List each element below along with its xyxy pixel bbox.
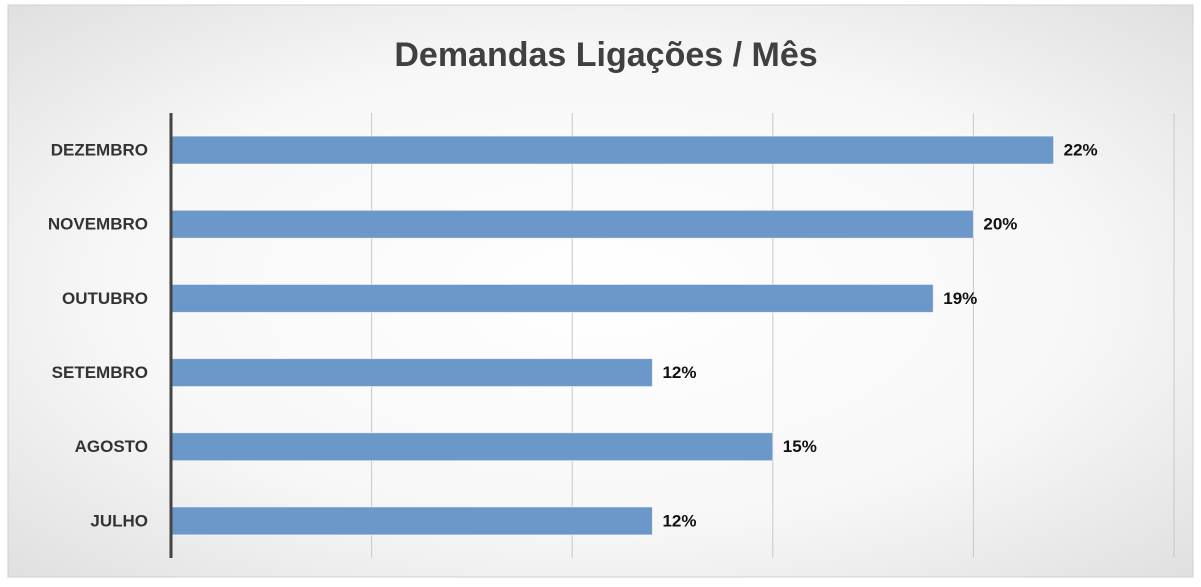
- data-label: 15%: [783, 437, 817, 456]
- data-label: 12%: [662, 363, 696, 382]
- category-label: JULHO: [90, 511, 148, 530]
- bar: [170, 135, 1055, 165]
- category-label: AGOSTO: [75, 437, 148, 456]
- bar: [170, 506, 653, 536]
- data-label: 20%: [983, 215, 1017, 234]
- bar: [170, 283, 934, 313]
- category-label: NOVEMBRO: [48, 215, 148, 234]
- category-label: DEZEMBRO: [51, 141, 148, 160]
- category-label: OUTUBRO: [62, 289, 148, 308]
- chart-title: Demandas Ligações / Mês: [394, 36, 817, 74]
- bar: [170, 209, 974, 239]
- category-label: SETEMBRO: [52, 363, 148, 382]
- data-label: 19%: [943, 289, 977, 308]
- data-label: 12%: [662, 511, 696, 530]
- data-label: 22%: [1064, 141, 1098, 160]
- bar: [170, 432, 774, 462]
- bar: [170, 358, 653, 388]
